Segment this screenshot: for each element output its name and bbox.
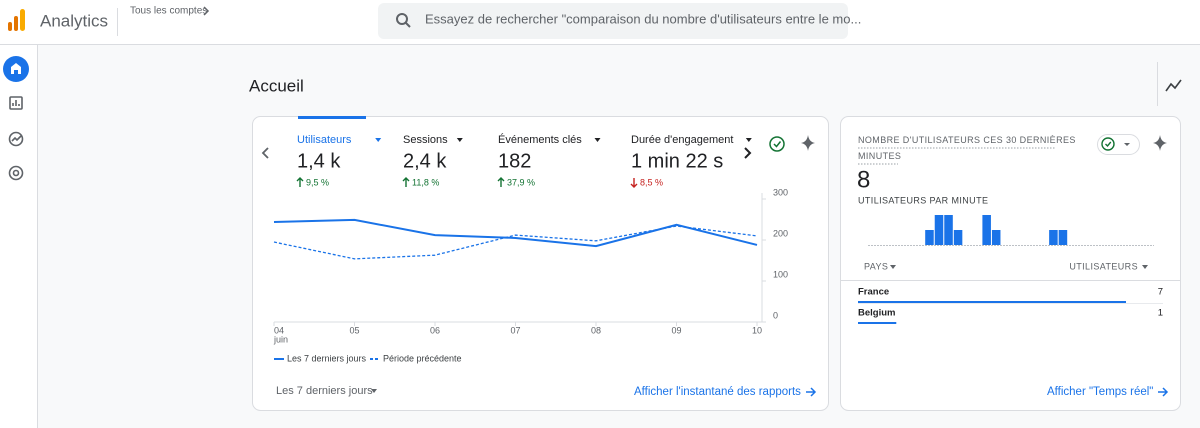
country-name: France bbox=[858, 287, 889, 298]
metric-label[interactable]: Sessions bbox=[403, 134, 448, 146]
x-tick-label: 10 bbox=[752, 325, 762, 335]
bar bbox=[982, 215, 991, 245]
metric-value: 1 min 22 s bbox=[631, 150, 723, 172]
y-tick-label: 100 bbox=[773, 269, 788, 279]
bar bbox=[991, 230, 1001, 245]
search-icon bbox=[396, 13, 411, 28]
selected-tab-indicator bbox=[298, 116, 366, 119]
user-count: 1 bbox=[1158, 308, 1163, 319]
metric-label[interactable]: Durée d'engagement bbox=[631, 134, 733, 146]
x-tick-label: 05 bbox=[349, 325, 359, 335]
month-label: juin bbox=[273, 334, 288, 344]
series-line bbox=[273, 218, 758, 248]
dropdown-icon bbox=[890, 265, 896, 269]
user-count: 7 bbox=[1158, 287, 1163, 298]
metric-value: 1,4 k bbox=[297, 150, 341, 172]
account-link[interactable]: Tous les comptes bbox=[130, 6, 207, 17]
metric-change: 37,9 % bbox=[507, 177, 535, 187]
prev-arrow[interactable] bbox=[261, 147, 269, 159]
down-arrow bbox=[630, 178, 638, 188]
reports-nav[interactable] bbox=[9, 96, 23, 110]
metric-change: 9,5 % bbox=[306, 177, 329, 187]
home-icon bbox=[11, 63, 21, 74]
realtime-card bbox=[840, 116, 1181, 411]
arrow-icon bbox=[806, 387, 817, 397]
series-line bbox=[273, 225, 758, 260]
metric-label[interactable]: Utilisateurs bbox=[297, 134, 352, 146]
bar bbox=[1049, 230, 1058, 245]
metrics: Utilisateurs 1,4 k 9,5 % Sessions 2,4 k 11,8 … bbox=[296, 133, 752, 188]
advertising-nav[interactable] bbox=[8, 165, 24, 181]
insights-icon[interactable] bbox=[1165, 79, 1182, 92]
check-icon bbox=[773, 141, 782, 148]
dropdown-icon bbox=[1142, 265, 1148, 269]
bar bbox=[1058, 230, 1068, 245]
dropdown-icon bbox=[1124, 143, 1130, 146]
metric-value: 182 bbox=[498, 150, 531, 172]
side-nav bbox=[0, 45, 37, 428]
search-box[interactable] bbox=[378, 3, 848, 39]
up-arrow bbox=[402, 177, 410, 187]
page-title: Accueil bbox=[249, 76, 304, 95]
x-tick-label: 06 bbox=[430, 325, 440, 335]
realtime-title: NOMBRE D'UTILISATEURS CES 30 DERNIÈRES MI… bbox=[858, 135, 1076, 161]
share-bar bbox=[858, 301, 1126, 303]
metric-change: 11,8 % bbox=[412, 177, 439, 187]
report-link[interactable]: Afficher l'instantané des rapports bbox=[634, 386, 801, 398]
x-tick-label: 07 bbox=[510, 325, 520, 335]
bar-chart bbox=[868, 215, 1154, 246]
bar bbox=[925, 230, 934, 245]
bar bbox=[953, 230, 963, 245]
metric-value: 2,4 k bbox=[403, 150, 447, 172]
sparkle-icon[interactable] bbox=[801, 135, 815, 151]
next-arrow[interactable] bbox=[744, 147, 752, 159]
status-icon[interactable] bbox=[769, 136, 785, 152]
check-icon bbox=[1105, 141, 1112, 148]
x-tick-label: 04 bbox=[274, 325, 284, 335]
status-select[interactable] bbox=[1097, 134, 1140, 155]
status-icon bbox=[1101, 137, 1115, 151]
advertising-icon bbox=[12, 169, 20, 177]
logo bbox=[8, 9, 25, 31]
overview-card bbox=[252, 116, 829, 411]
arrow-icon bbox=[1158, 387, 1169, 397]
reports-icon bbox=[12, 100, 20, 106]
column-header[interactable]: UTILISATEURS bbox=[1069, 261, 1138, 271]
explore-nav[interactable] bbox=[8, 131, 24, 147]
up-arrow bbox=[497, 177, 505, 187]
legend-label: Période précédente bbox=[383, 353, 462, 363]
metric-label[interactable]: Événements clés bbox=[498, 133, 582, 146]
realtime-link[interactable]: Afficher "Temps réel" bbox=[1047, 386, 1153, 398]
x-tick-label: 09 bbox=[671, 325, 681, 335]
dropdown-icon bbox=[745, 138, 752, 142]
country-name: Belgium bbox=[858, 308, 895, 319]
dropdown-icon bbox=[375, 138, 382, 142]
realtime-value: 8 bbox=[857, 166, 870, 193]
y-tick-label: 200 bbox=[773, 228, 788, 238]
metric-change: 8,5 % bbox=[640, 177, 663, 187]
bar bbox=[934, 215, 944, 245]
app-name: Analytics bbox=[40, 11, 108, 30]
country-table: PAYS UTILISATEURS France 7 Belgium 1 bbox=[841, 261, 1180, 324]
line-chart: 0 100 200 300 04 05 06 07 08 09 10 juin Les 7 dernie… bbox=[273, 187, 788, 363]
bar bbox=[944, 215, 953, 245]
dropdown-icon bbox=[456, 138, 463, 142]
legend-label: Les 7 derniers jours bbox=[287, 353, 367, 363]
search-placeholder[interactable]: Essayez de rechercher "comparaison du no… bbox=[425, 11, 861, 26]
chevron-icon bbox=[203, 6, 210, 16]
up-arrow bbox=[296, 177, 304, 187]
explore-icon bbox=[11, 135, 22, 142]
dropdown-icon bbox=[371, 389, 377, 393]
realtime-subtitle: UTILISATEURS PAR MINUTE bbox=[858, 195, 988, 205]
sparkle-icon[interactable] bbox=[1153, 135, 1167, 151]
share-bar bbox=[858, 322, 897, 324]
column-header[interactable]: PAYS bbox=[864, 261, 888, 271]
x-tick-label: 08 bbox=[591, 325, 601, 335]
date-range-select[interactable]: Les 7 derniers jours bbox=[276, 385, 373, 397]
y-tick-label: 300 bbox=[773, 187, 788, 197]
y-tick-label: 0 bbox=[773, 310, 778, 320]
dropdown-icon bbox=[594, 138, 601, 142]
